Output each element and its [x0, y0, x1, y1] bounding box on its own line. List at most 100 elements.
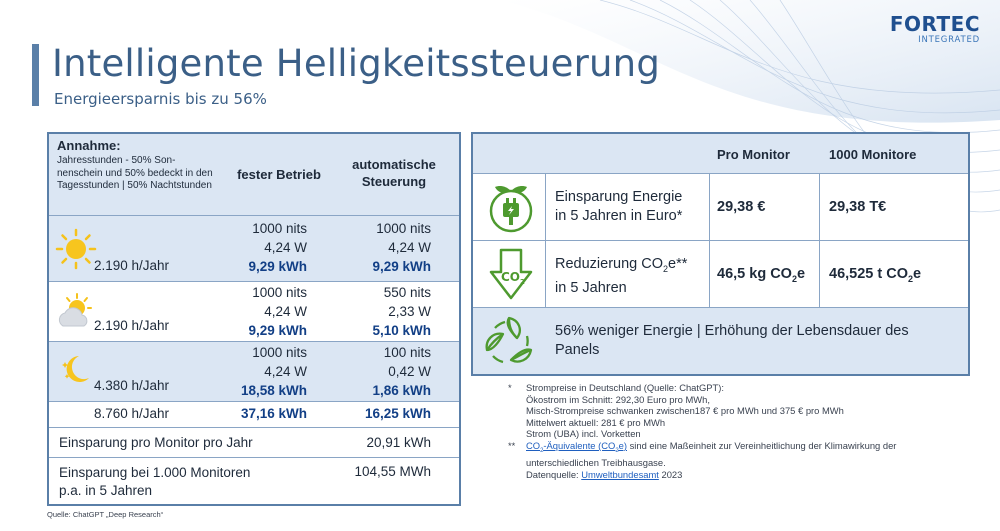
auto-watts: 0,42 W	[388, 364, 431, 379]
sun-icon	[55, 228, 97, 270]
co2-label-a: Reduzierung CO	[555, 256, 663, 272]
datasource-label: Datenquelle:	[526, 469, 582, 481]
link-text-b: -Äquivalente (CO	[543, 439, 616, 451]
total-auto-kwh: 16,25 kWh	[364, 406, 431, 421]
table-row: 56% weniger Energie | Erhöhung der Leben…	[473, 308, 968, 374]
hours-label: 2.190 h/Jahr	[94, 258, 170, 273]
savings-calculation-table: Annahme: Jahresstunden - 50% Son-nensche…	[47, 132, 461, 506]
co2-pro-sub: 2	[791, 273, 797, 284]
footnote-line: unterschiedlichen Treibhausgase.	[526, 457, 666, 469]
fixed-nits: 1000 nits	[252, 345, 307, 360]
umweltbundesamt-link[interactable]: Umweltbundesamt	[581, 469, 659, 481]
savings-monitor-label: Einsparung pro Monitor pro Jahr	[59, 435, 253, 450]
fixed-values: 1000 nits 4,24 W 9,29 kWh	[199, 219, 307, 276]
total-fixed-kwh: 37,16 kWh	[240, 406, 307, 421]
source-note: Quelle: ChatGPT „Deep Research“	[47, 510, 164, 519]
title-accent-bar	[32, 44, 39, 106]
fixed-values: 1000 nits 4,24 W 18,58 kWh	[199, 343, 307, 400]
auto-kwh: 1,86 kWh	[372, 383, 431, 398]
savings-monitor-row: Einsparung pro Monitor pro Jahr 20,91 kW…	[49, 428, 459, 458]
impact-table: Pro Monitor 1000 Monitore Einsparung Ene…	[471, 132, 970, 376]
savings-1000-row: Einsparung bei 1.000 Monitoren p.a. in 5…	[49, 458, 459, 504]
lifetime-text: 56% weniger Energie | Erhöhung der Leben…	[555, 323, 909, 358]
header-pro-monitor: Pro Monitor	[717, 147, 790, 162]
footnote-mark-2: **	[508, 439, 516, 451]
fixed-values: 1000 nits 4,24 W 9,29 kWh	[199, 283, 307, 340]
datasource-year: 2023	[658, 469, 683, 481]
footnote-line: Mittelwert aktuell: 281 € pro MWh	[526, 416, 666, 428]
savings-monitor-value: 20,91 kWh	[366, 435, 431, 450]
table-row: CO2 Reduzierung CO2e** in 5 Jahren 46,5 …	[473, 241, 968, 308]
fixed-nits: 1000 nits	[252, 221, 307, 236]
svg-text:CO2: CO2	[501, 270, 525, 286]
auto-values: 550 nits 2,33 W 5,10 kWh	[319, 283, 431, 340]
fixed-kwh: 9,29 kWh	[248, 259, 307, 274]
co2-icon-text: CO	[501, 270, 520, 284]
page-subtitle: Energieersparnis bis zu 56%	[54, 90, 267, 108]
energy-label-line1: Einsparung Energie	[555, 189, 683, 205]
footnote-2: ** CO2-Äquivalente (CO2e) sind eine Maße…	[508, 440, 896, 481]
co2-1000-monitore: 46,525 t CO2e	[829, 265, 921, 289]
energy-1000-monitore: 29,38 T€	[829, 199, 887, 215]
page-title: Intelligente Helligkeitssteuerung	[52, 42, 661, 85]
assumption-text: Jahresstunden - 50% Son-nenschein und 50…	[57, 155, 213, 191]
co2-label-sub: 2	[663, 263, 669, 274]
savings-1000-value: 104,55 MWh	[354, 464, 431, 479]
column-divider	[819, 134, 820, 308]
co2-equivalent-link[interactable]: CO2-Äquivalente (CO2e)	[526, 439, 627, 454]
total-hours: 8.760 h/Jahr	[94, 406, 170, 421]
footnote-line: CO2-Äquivalente (CO2e) sind eine Maßeinh…	[526, 440, 896, 457]
table-row: 4.380 h/Jahr 1000 nits 4,24 W 18,58 kWh …	[49, 342, 459, 402]
recycle-leaves-icon	[485, 316, 533, 364]
logo-main-text: FORTEC	[889, 12, 980, 36]
fixed-watts: 4,24 W	[264, 240, 307, 255]
co2-label: Reduzierung CO2e** in 5 Jahren	[555, 255, 687, 298]
energy-label: Einsparung Energie in 5 Jahren in Euro*	[555, 188, 682, 226]
co2-arrow-icon: CO2	[489, 248, 533, 300]
table-header-row: Annahme: Jahresstunden - 50% Son-nensche…	[49, 134, 459, 216]
table-row: 2.190 h/Jahr 1000 nits 4,24 W 9,29 kWh 5…	[49, 282, 459, 342]
energy-pro-monitor: 29,38 €	[717, 199, 766, 215]
savings-1000-label: Einsparung bei 1.000 Monitoren p.a. in 5…	[59, 464, 250, 500]
auto-values: 1000 nits 4,24 W 9,29 kWh	[319, 219, 431, 276]
footnote-line: Strompreise in Deutschland (Quelle: Chat…	[526, 382, 724, 393]
footnote-1: * Strompreise in Deutschland (Quelle: Ch…	[508, 382, 896, 440]
auto-watts: 4,24 W	[388, 240, 431, 255]
auto-nits: 100 nits	[383, 345, 431, 360]
column-header-auto: automatische Steuerung	[352, 157, 436, 189]
assumption-title: Annahme:	[57, 138, 121, 153]
footnote-line: Ökostrom im Schnitt: 292,30 Euro pro MWh…	[526, 393, 710, 405]
auto-kwh: 9,29 kWh	[372, 259, 431, 274]
column-header-fixed: fester Betrieb	[237, 167, 321, 182]
footnote-line: Strom (UBA) incl. Vorketten	[526, 428, 641, 440]
footnote-line: Misch-Strompreise schwanken zwischen187 …	[526, 405, 844, 417]
co2-pro-monitor: 46,5 kg CO2e	[717, 265, 805, 289]
header-1000-monitore: 1000 Monitore	[829, 147, 917, 162]
co2-pro-a: 46,5 kg CO	[717, 266, 792, 282]
co2-icon-sub: 2	[520, 278, 525, 286]
auto-nits: 1000 nits	[376, 221, 431, 236]
footnote-line: Datenquelle: Umweltbundesamt 2023	[526, 469, 896, 481]
footnote-mark-1: *	[508, 382, 512, 393]
logo-sub-text: INTEGRATED	[918, 35, 980, 45]
link-sub: 2	[540, 447, 544, 454]
auto-kwh: 5,10 kWh	[372, 323, 431, 338]
link-sub2: 2	[615, 447, 619, 454]
fixed-watts: 4,24 W	[264, 364, 307, 379]
co2-label-line2: in 5 Jahren	[555, 279, 627, 296]
link-text-a: CO	[526, 439, 541, 451]
partly-cloudy-icon	[58, 293, 92, 327]
eco-plug-icon	[489, 186, 533, 233]
savings-1000-label-line1: Einsparung bei 1.000 Monitoren	[59, 465, 251, 480]
footnotes: * Strompreise in Deutschland (Quelle: Ch…	[508, 382, 896, 481]
co2-k-sub: 2	[908, 273, 914, 284]
assumption-block: Annahme: Jahresstunden - 50% Son-nensche…	[57, 138, 217, 193]
total-row: 8.760 h/Jahr 37,16 kWh 16,25 kWh	[49, 402, 459, 428]
fixed-watts: 4,24 W	[264, 304, 307, 319]
co2-k-b: e	[913, 266, 922, 282]
table-row: 2.190 h/Jahr 1000 nits 4,24 W 9,29 kWh 1…	[49, 216, 459, 282]
fixed-nits: 1000 nits	[252, 285, 307, 300]
savings-1000-label-line2: p.a. in 5 Jahren	[59, 483, 153, 498]
hours-label: 4.380 h/Jahr	[94, 378, 170, 393]
fixed-kwh: 9,29 kWh	[248, 323, 307, 338]
